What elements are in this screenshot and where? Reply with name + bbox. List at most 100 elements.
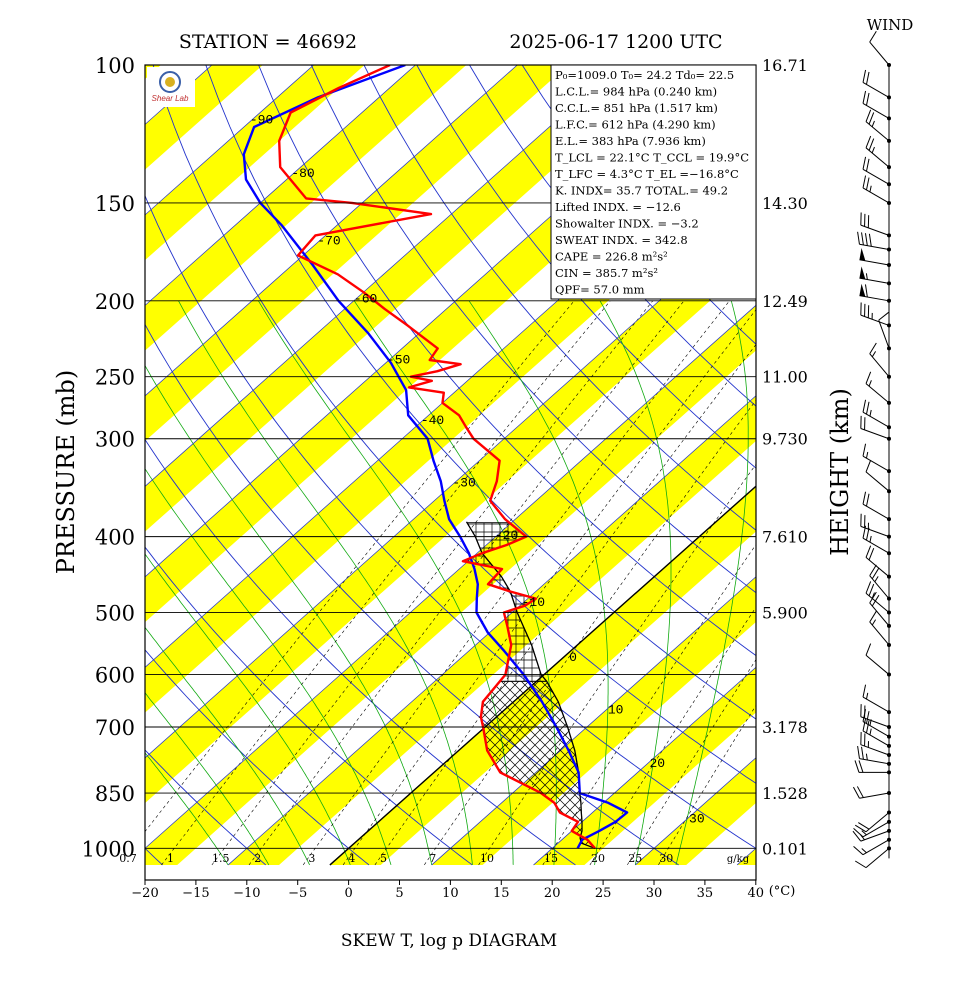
- wind-barb-flag: [865, 158, 870, 172]
- wind-barb-flag: [871, 567, 880, 579]
- wind-barb-flag: [862, 90, 867, 104]
- mixing-ratio-label: 20: [591, 852, 605, 865]
- dry-adiabat-line: [145, 194, 756, 849]
- wind-barb: [853, 819, 891, 838]
- x-tick-label: −20: [131, 886, 158, 901]
- wind-barb: [860, 732, 891, 757]
- isotherm-label: -70: [317, 233, 340, 248]
- pressure-tick-label: 600: [95, 664, 135, 688]
- dry-adiabat-line: [0, 65, 59, 865]
- wind-barb-half-flag: [868, 380, 872, 387]
- dry-adiabat-line: [145, 847, 163, 866]
- wind-barb-half-flag: [865, 273, 868, 280]
- index-si: Showalter INDX. = −3.2: [555, 217, 699, 231]
- wind-barb-flag: [854, 824, 867, 833]
- wind-barb-flag: [865, 401, 870, 415]
- isotherm-label: -50: [387, 353, 410, 368]
- wind-barb-flag: [878, 311, 889, 321]
- wind-barb-flag: [856, 786, 864, 798]
- wind-barb: [862, 443, 891, 474]
- x-tick-label: −10: [233, 886, 260, 901]
- dry-adiabat-line: [258, 65, 756, 657]
- wind-barb-flag: [853, 845, 864, 856]
- index-ccl: C.C.L.= 851 hPa (1.517 km): [555, 101, 718, 115]
- wind-barb-staff: [869, 602, 890, 627]
- wind-barb-flag: [854, 860, 867, 869]
- index-kindex: K. INDX= 35.7 TOTAL.= 49.2: [555, 184, 728, 198]
- wind-barb: [862, 525, 891, 556]
- height-tick-label: 12.49: [762, 292, 808, 311]
- mixing-ratio-line: [342, 309, 756, 866]
- wind-barb-staff: [869, 621, 890, 646]
- wind-barb-half-flag: [871, 592, 875, 599]
- wind-barb: [859, 283, 891, 303]
- mixing-ratio-label: 2: [254, 852, 261, 865]
- wind-barb: [854, 810, 891, 833]
- wind-barb-staff: [865, 471, 890, 492]
- wind-barb-flag: [865, 71, 870, 85]
- temperature-unit-label: (°C): [769, 884, 796, 899]
- wind-barb-staff: [860, 744, 890, 756]
- wind-barb: [857, 231, 891, 252]
- index-tlfc: T_LFC = 4.3°C T_EL =−16.8°C: [555, 167, 739, 181]
- height-tick-label: 7.610: [762, 528, 808, 547]
- wind-barb: [862, 69, 891, 100]
- wind-barb: [865, 545, 891, 579]
- dry-adiabats: [0, 65, 960, 866]
- isotherm-labels: -90 -80 -70 -60 -50 -40 -30 -20 -10 0 10 20 30: [250, 112, 705, 826]
- wind-barb-flag: [858, 822, 870, 830]
- isotherm-band: [0, 65, 59, 865]
- dry-adiabat-line: [786, 65, 960, 865]
- wind-barb-staff: [860, 525, 890, 538]
- height-tick-label: 9.730: [762, 430, 808, 449]
- moist-adiabat-line: [599, 300, 672, 865]
- wind-barb: [869, 564, 891, 601]
- wind-barb: [854, 760, 891, 775]
- wind-barb-flag: [862, 443, 867, 457]
- wind-barb-staff: [862, 730, 890, 747]
- wind-barb-flag: [869, 30, 877, 43]
- wind-barb-flag: [865, 720, 870, 734]
- wind-barb-flag: [868, 112, 875, 125]
- pressure-tick-label: 150: [95, 192, 135, 216]
- wind-barb-flag: [865, 92, 870, 106]
- wind-barb-flag: [862, 718, 867, 732]
- wind-barb: [860, 513, 891, 539]
- wind-barb: [865, 109, 891, 143]
- wind-barb-flag: [865, 493, 870, 507]
- wind-barb: [859, 266, 891, 286]
- wind-barb-staff: [859, 792, 890, 799]
- wind-barb-half-flag: [869, 409, 872, 417]
- isotherm-label: 10: [608, 703, 624, 718]
- wind-barb-staff: [869, 575, 890, 599]
- pressure-axis: 100 150 200 250 300 400 500 600 700 850 1000: [82, 54, 135, 861]
- wind-barb-staff: [859, 277, 890, 284]
- wind-barb-staff: [862, 455, 890, 472]
- mixing-ratio-label: 10: [480, 852, 494, 865]
- mixing-ratio-label: 3: [308, 852, 315, 865]
- wind-barb-half-flag: [869, 728, 872, 736]
- pressure-tick-label: 300: [95, 428, 135, 452]
- moist-adiabat-line: [145, 626, 310, 866]
- wind-barb-staff: [865, 557, 890, 578]
- pressure-tick-label: 250: [95, 366, 135, 390]
- index-tlcl: T_LCL = 22.1°C T_CCL = 19.9°C: [555, 151, 749, 165]
- wind-barb-staff: [859, 243, 890, 250]
- dry-adiabat-line: [152, 65, 756, 784]
- wind-barb: [857, 746, 891, 766]
- pressure-axis-title: PRESSURE (mb): [52, 370, 80, 575]
- logo: Shear Lab: [147, 67, 195, 107]
- isotherm-band: [145, 305, 756, 865]
- wind-barb-flag: [865, 177, 870, 191]
- x-tick-label: 40: [748, 886, 765, 901]
- isotherm-line: [0, 65, 8, 865]
- isotherm-line: [431, 576, 756, 866]
- mixing-ratio-label: 15: [544, 852, 558, 865]
- wind-barb-staff: [859, 295, 890, 302]
- moist-adiabat-line: [675, 300, 749, 865]
- height-tick-label: 5.900: [762, 604, 808, 623]
- wind-barb-staff: [859, 259, 890, 266]
- isotherm-line: [145, 65, 620, 487]
- x-tick-label: 20: [544, 886, 561, 901]
- wind-barb: [862, 156, 891, 187]
